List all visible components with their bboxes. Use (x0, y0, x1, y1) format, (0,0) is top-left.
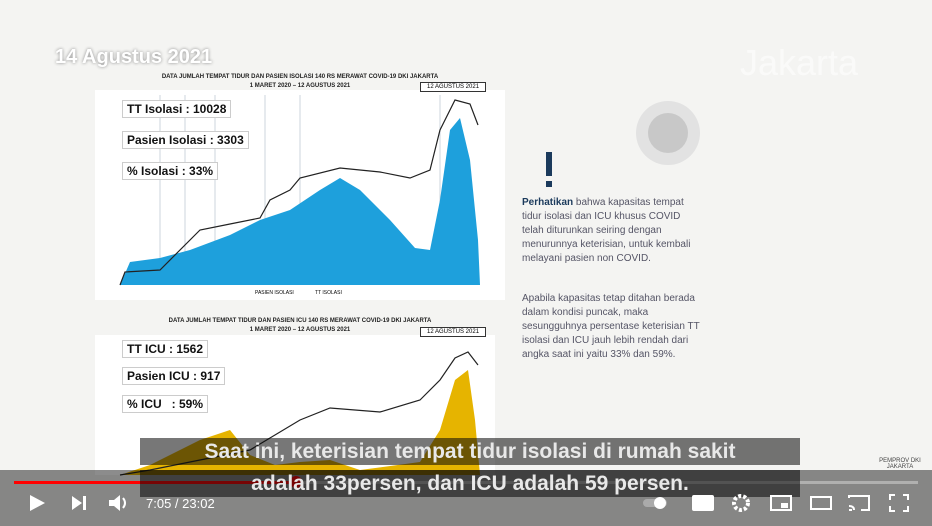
volume-button[interactable] (106, 492, 132, 514)
fullscreen-button[interactable] (886, 492, 912, 514)
next-button[interactable] (66, 492, 92, 514)
caption-line: Saat ini, keterisian tempat tidur isolas… (140, 438, 800, 465)
exclamation (546, 152, 552, 176)
logo-text: PEMPROV DKI JAKARTA (879, 458, 921, 470)
autoplay-toggle[interactable] (642, 492, 668, 514)
stat: Pasien ICU : 917 (122, 367, 226, 385)
notice-text: Perhatikan bahwa kapasitas tempat tidur … (522, 196, 702, 266)
chart2-date-box: 12 AGUSTUS 2021 (420, 327, 487, 337)
stat: % ICU : 59% (122, 395, 209, 413)
stat: Pasien Isolasi : 3303 (122, 131, 249, 149)
legend-item: PASIEN ISOLASI (255, 290, 294, 296)
icon-circle-inner (648, 113, 688, 153)
date-stamp: 14 Agustus 2021 (55, 46, 213, 68)
watermark: Jakarta (740, 42, 859, 83)
cast-button[interactable] (846, 492, 872, 514)
notice-para: Apabila kapasitas tetap ditahan berada d… (522, 293, 700, 360)
caption-line: adalah 33persen, dan ICU adalah 59 perse… (140, 470, 800, 497)
settings-button[interactable] (728, 492, 754, 514)
legend-item: TT ISOLASI (315, 290, 342, 296)
stat: % Isolasi : 33% (122, 162, 219, 180)
chart1-subtitle: 1 MARET 2020 – 12 AGUSTUS 2021 (249, 83, 351, 89)
stat: TT ICU : 1562 (122, 340, 209, 358)
chart1-area (120, 118, 480, 285)
captions-button[interactable] (690, 492, 716, 514)
theater-button[interactable] (808, 492, 834, 514)
exclamation-dot (546, 181, 552, 187)
chart1-line (119, 99, 479, 286)
notice-highlight: Perhatikan (522, 197, 574, 208)
play-button[interactable] (24, 492, 50, 514)
chart1-title: DATA JUMLAH TEMPAT TIDUR DAN PASIEN ISOL… (161, 74, 439, 80)
stat: TT Isolasi : 10028 (122, 100, 232, 118)
chart1-date-box: 12 AGUSTUS 2021 (420, 82, 487, 92)
notice-para: bahwa kapasitas tempat tidur isolasi dan… (522, 197, 691, 264)
miniplayer-button[interactable] (768, 492, 794, 514)
chart2-subtitle: 1 MARET 2020 – 12 AGUSTUS 2021 (249, 327, 351, 333)
chart2-title: DATA JUMLAH TEMPAT TIDUR DAN PASIEN ICU … (168, 318, 432, 324)
time-display: 7:05 / 23:02 (146, 496, 215, 511)
